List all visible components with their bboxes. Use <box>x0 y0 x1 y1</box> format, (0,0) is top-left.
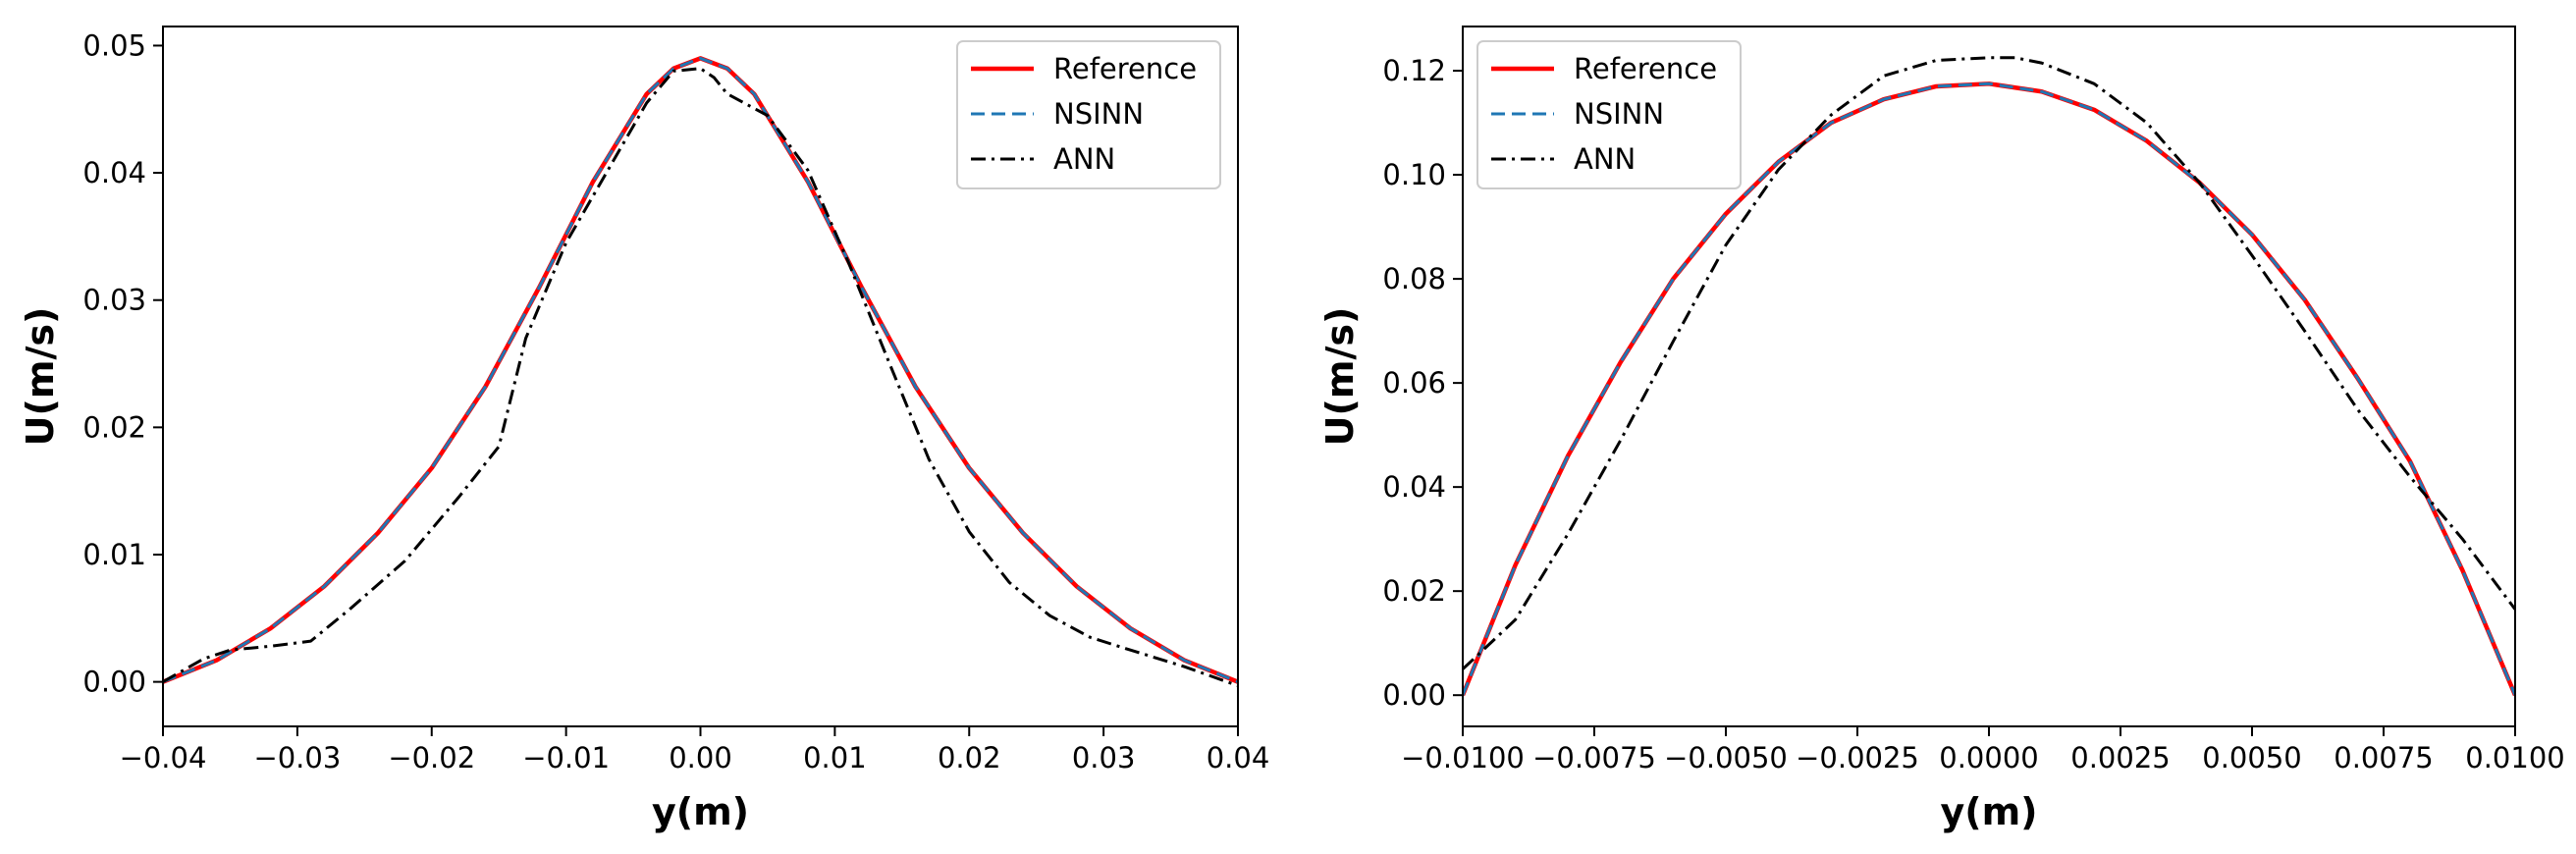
x-tick-label: −0.0025 <box>1796 741 1919 774</box>
x-axis-label: y(m) <box>1940 790 2037 833</box>
y-tick-label: 0.04 <box>82 156 146 189</box>
x-tick-label: −0.0050 <box>1664 741 1788 774</box>
y-tick-label: 0.08 <box>1382 262 1446 295</box>
legend-box <box>1476 40 1742 189</box>
y-tick-label: 0.03 <box>82 284 146 317</box>
x-tick-label: 0.00 <box>669 741 732 774</box>
legend-label-reference: Reference <box>1574 52 1717 85</box>
x-tick-label: 0.0025 <box>2070 741 2170 774</box>
y-tick-label: 0.06 <box>1382 366 1446 400</box>
y-tick-label: 0.02 <box>1382 574 1446 608</box>
x-tick-label: −0.02 <box>388 741 475 774</box>
series-line-ann <box>1463 56 2515 670</box>
y-tick-label: 0.01 <box>82 538 146 571</box>
legend-label-ann: ANN <box>1053 142 1115 176</box>
y-tick-label: 0.02 <box>82 410 146 444</box>
x-tick-label: 0.0100 <box>2465 741 2564 774</box>
y-tick-label: 0.00 <box>82 666 146 699</box>
series-line-nsinn <box>1463 81 2515 696</box>
x-tick-label: −0.0100 <box>1401 741 1525 774</box>
x-tick-label: 0.0075 <box>2334 741 2433 774</box>
series-line-nsinn <box>163 56 1238 684</box>
x-tick-label: −0.03 <box>253 741 341 774</box>
x-tick-label: 0.0050 <box>2202 741 2301 774</box>
x-axis-label: y(m) <box>652 790 749 833</box>
x-tick-label: −0.04 <box>120 741 207 774</box>
y-tick-label: 0.00 <box>1382 678 1446 712</box>
legend: Reference NSINN ANN <box>1476 40 1742 189</box>
x-tick-label: 0.01 <box>803 741 867 774</box>
x-tick-label: −0.01 <box>522 741 610 774</box>
y-axis-label: U(m/s) <box>1318 307 1362 447</box>
chart-left: −0.04 −0.03 −0.02 −0.01 0.00 0.01 0.02 0.03 0.04… <box>19 26 1270 833</box>
legend-box <box>956 40 1221 189</box>
y-tick-label: 0.10 <box>1382 158 1446 191</box>
y-tick-label: 0.04 <box>1382 470 1446 504</box>
y-tick-label: 0.05 <box>82 28 146 62</box>
y-tick-label: 0.12 <box>1382 54 1446 87</box>
x-tick-label: 0.03 <box>1072 741 1136 774</box>
series-line-ann <box>163 67 1238 687</box>
legend-label-nsinn: NSINN <box>1574 97 1664 131</box>
legend-label-nsinn: NSINN <box>1053 97 1144 131</box>
legend: Reference NSINN ANN <box>956 40 1221 189</box>
legend-label-ann: ANN <box>1574 142 1636 176</box>
y-axis-label: U(m/s) <box>19 307 62 447</box>
x-tick-label: 0.04 <box>1207 741 1270 774</box>
chart-right: −0.0100 −0.0075 −0.0050 −0.0025 0.0000 0.0025… <box>1318 26 2565 833</box>
x-tick-label: 0.02 <box>938 741 1001 774</box>
x-tick-label: −0.0075 <box>1532 741 1656 774</box>
legend-label-reference: Reference <box>1053 52 1197 85</box>
x-tick-label: 0.0000 <box>1939 741 2038 774</box>
